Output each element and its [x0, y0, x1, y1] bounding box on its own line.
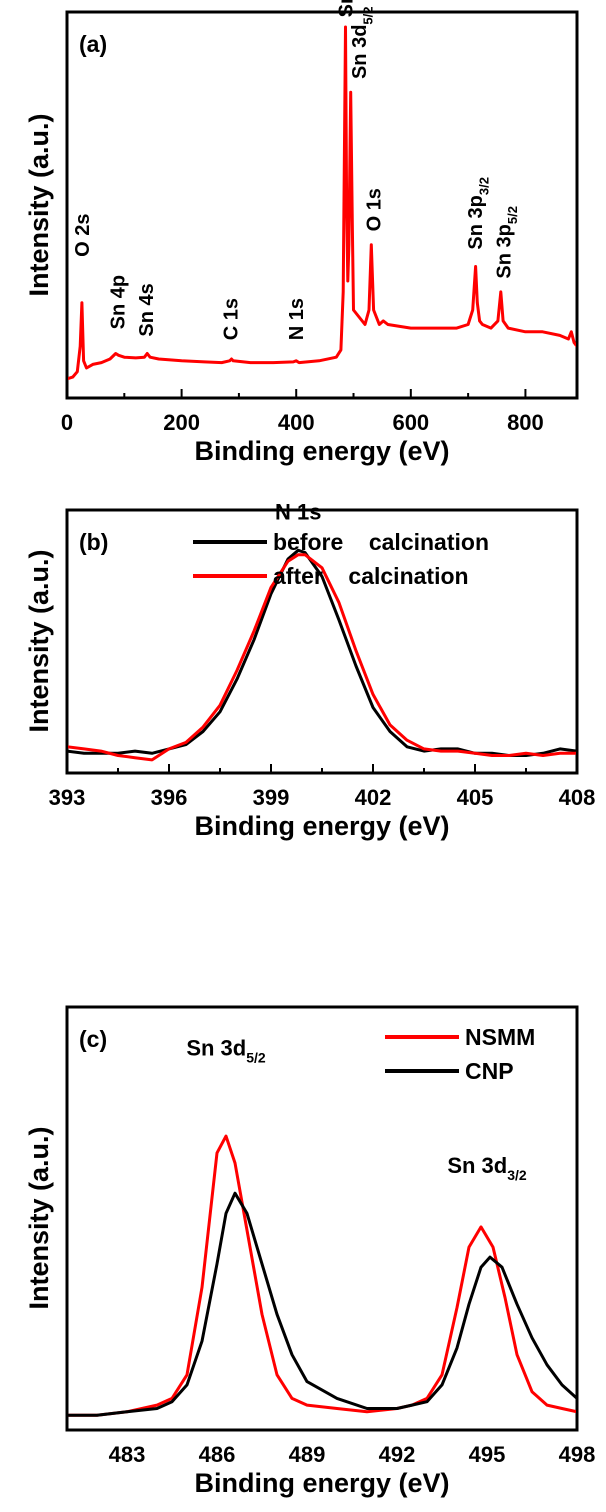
peak-annotation-base: Sn 4s [136, 283, 158, 336]
peak-annotation: Sn 3p3/2 [465, 177, 491, 250]
peak-label: Sn 3d5/2 [186, 1035, 266, 1065]
legend-label: CNP [465, 1058, 514, 1084]
y-axis-label: Intensity (a.u.) [24, 1126, 54, 1309]
peak-annotation-base: Sn 3d [349, 25, 371, 79]
chart-panel-b: 393 396 399 402 405 408 Binding energy (eV) Int… [24, 500, 595, 841]
plot-frame [65, 10, 579, 400]
peak-annotation-base: Sn 4p [107, 275, 129, 329]
y-axis-label: Intensity (a.u.) [24, 549, 54, 732]
peak-annotation-sub: 5/2 [361, 6, 376, 24]
peak-annotation: Sn 4p [107, 275, 129, 329]
series-line-cnp [68, 1191, 576, 1417]
x-tick-label: 492 [379, 1442, 416, 1467]
panel-label: (c) [79, 1026, 107, 1052]
peak-label-base: Sn 3d [186, 1035, 246, 1060]
peak-annotation: Sn 3d5/2 [335, 0, 361, 17]
x-tick-label: 600 [392, 410, 429, 435]
x-tick-label: 200 [163, 410, 200, 435]
x-tick-label: 489 [289, 1442, 326, 1467]
peak-annotation-base: O 2s [72, 213, 94, 256]
peak-annotation: Sn 4s [136, 283, 158, 336]
peak-annotation-sub: 5/2 [505, 206, 520, 224]
peak-annotation: O 1s [364, 188, 386, 231]
chart-panel-a: 0 200 400 600 800 Binding energy (eV) Intensit… [24, 0, 579, 466]
x-tick-label: 483 [109, 1442, 146, 1467]
peak-annotation-sub: 3/2 [476, 177, 491, 195]
peak-annotation-base: Sn 3p [494, 224, 516, 278]
peak-label: N 1s [275, 500, 321, 525]
legend-label: NSMM [465, 1024, 535, 1050]
peak-annotation: O 2s [72, 213, 94, 256]
x-axis-label: Binding energy (eV) [194, 1468, 449, 1498]
series-line-after [68, 553, 576, 762]
peak-annotation: C 1s [220, 298, 242, 340]
peak-label: Sn 3d3/2 [447, 1153, 527, 1183]
legend-label: after calcination [273, 563, 469, 589]
x-tick-label: 486 [199, 1442, 236, 1467]
series-line-0 [68, 25, 576, 381]
peak-annotation-base: C 1s [220, 298, 242, 340]
panel-label: (b) [79, 529, 108, 555]
peak-annotation-base: Sn 3d [335, 0, 357, 17]
x-tick-label: 399 [253, 785, 290, 810]
peak-label-base: Sn 3d [447, 1153, 507, 1178]
x-tick-label: 396 [151, 785, 188, 810]
peak-annotation-base: O 1s [364, 188, 386, 231]
series-line-before [68, 548, 576, 757]
x-tick-label: 498 [559, 1442, 596, 1467]
peak-annotation: N 1s [286, 298, 308, 340]
peak-annotation-base: N 1s [286, 298, 308, 340]
x-axis-label: Binding energy (eV) [194, 436, 449, 466]
panel-label: (a) [79, 31, 107, 57]
y-axis-label: Intensity (a.u.) [24, 113, 54, 296]
x-tick-label: 495 [469, 1442, 506, 1467]
chart-panel-c: 483 486 489 492 495 498 Binding energy (eV) Int… [24, 1005, 596, 1498]
x-tick-label: 402 [355, 785, 392, 810]
x-axis-label: Binding energy (eV) [194, 811, 449, 841]
peak-label-sub: 5/2 [246, 1049, 266, 1065]
x-tick-label: 400 [278, 410, 315, 435]
legend-label: before calcination [273, 529, 489, 555]
plot-frame [65, 1005, 579, 1432]
x-tick-label: 393 [49, 785, 86, 810]
peak-annotation-base: Sn 3p [465, 195, 487, 249]
x-tick-label: 800 [507, 410, 544, 435]
x-tick-label: 405 [457, 785, 494, 810]
peak-annotation: Sn 3p5/2 [494, 206, 520, 279]
x-tick-label: 408 [559, 785, 596, 810]
x-tick-label: 0 [61, 410, 73, 435]
series-line-nsmm [68, 1134, 576, 1417]
peak-label-sub: 3/2 [507, 1167, 527, 1183]
peak-annotation: Sn 3d5/2 [349, 6, 375, 79]
